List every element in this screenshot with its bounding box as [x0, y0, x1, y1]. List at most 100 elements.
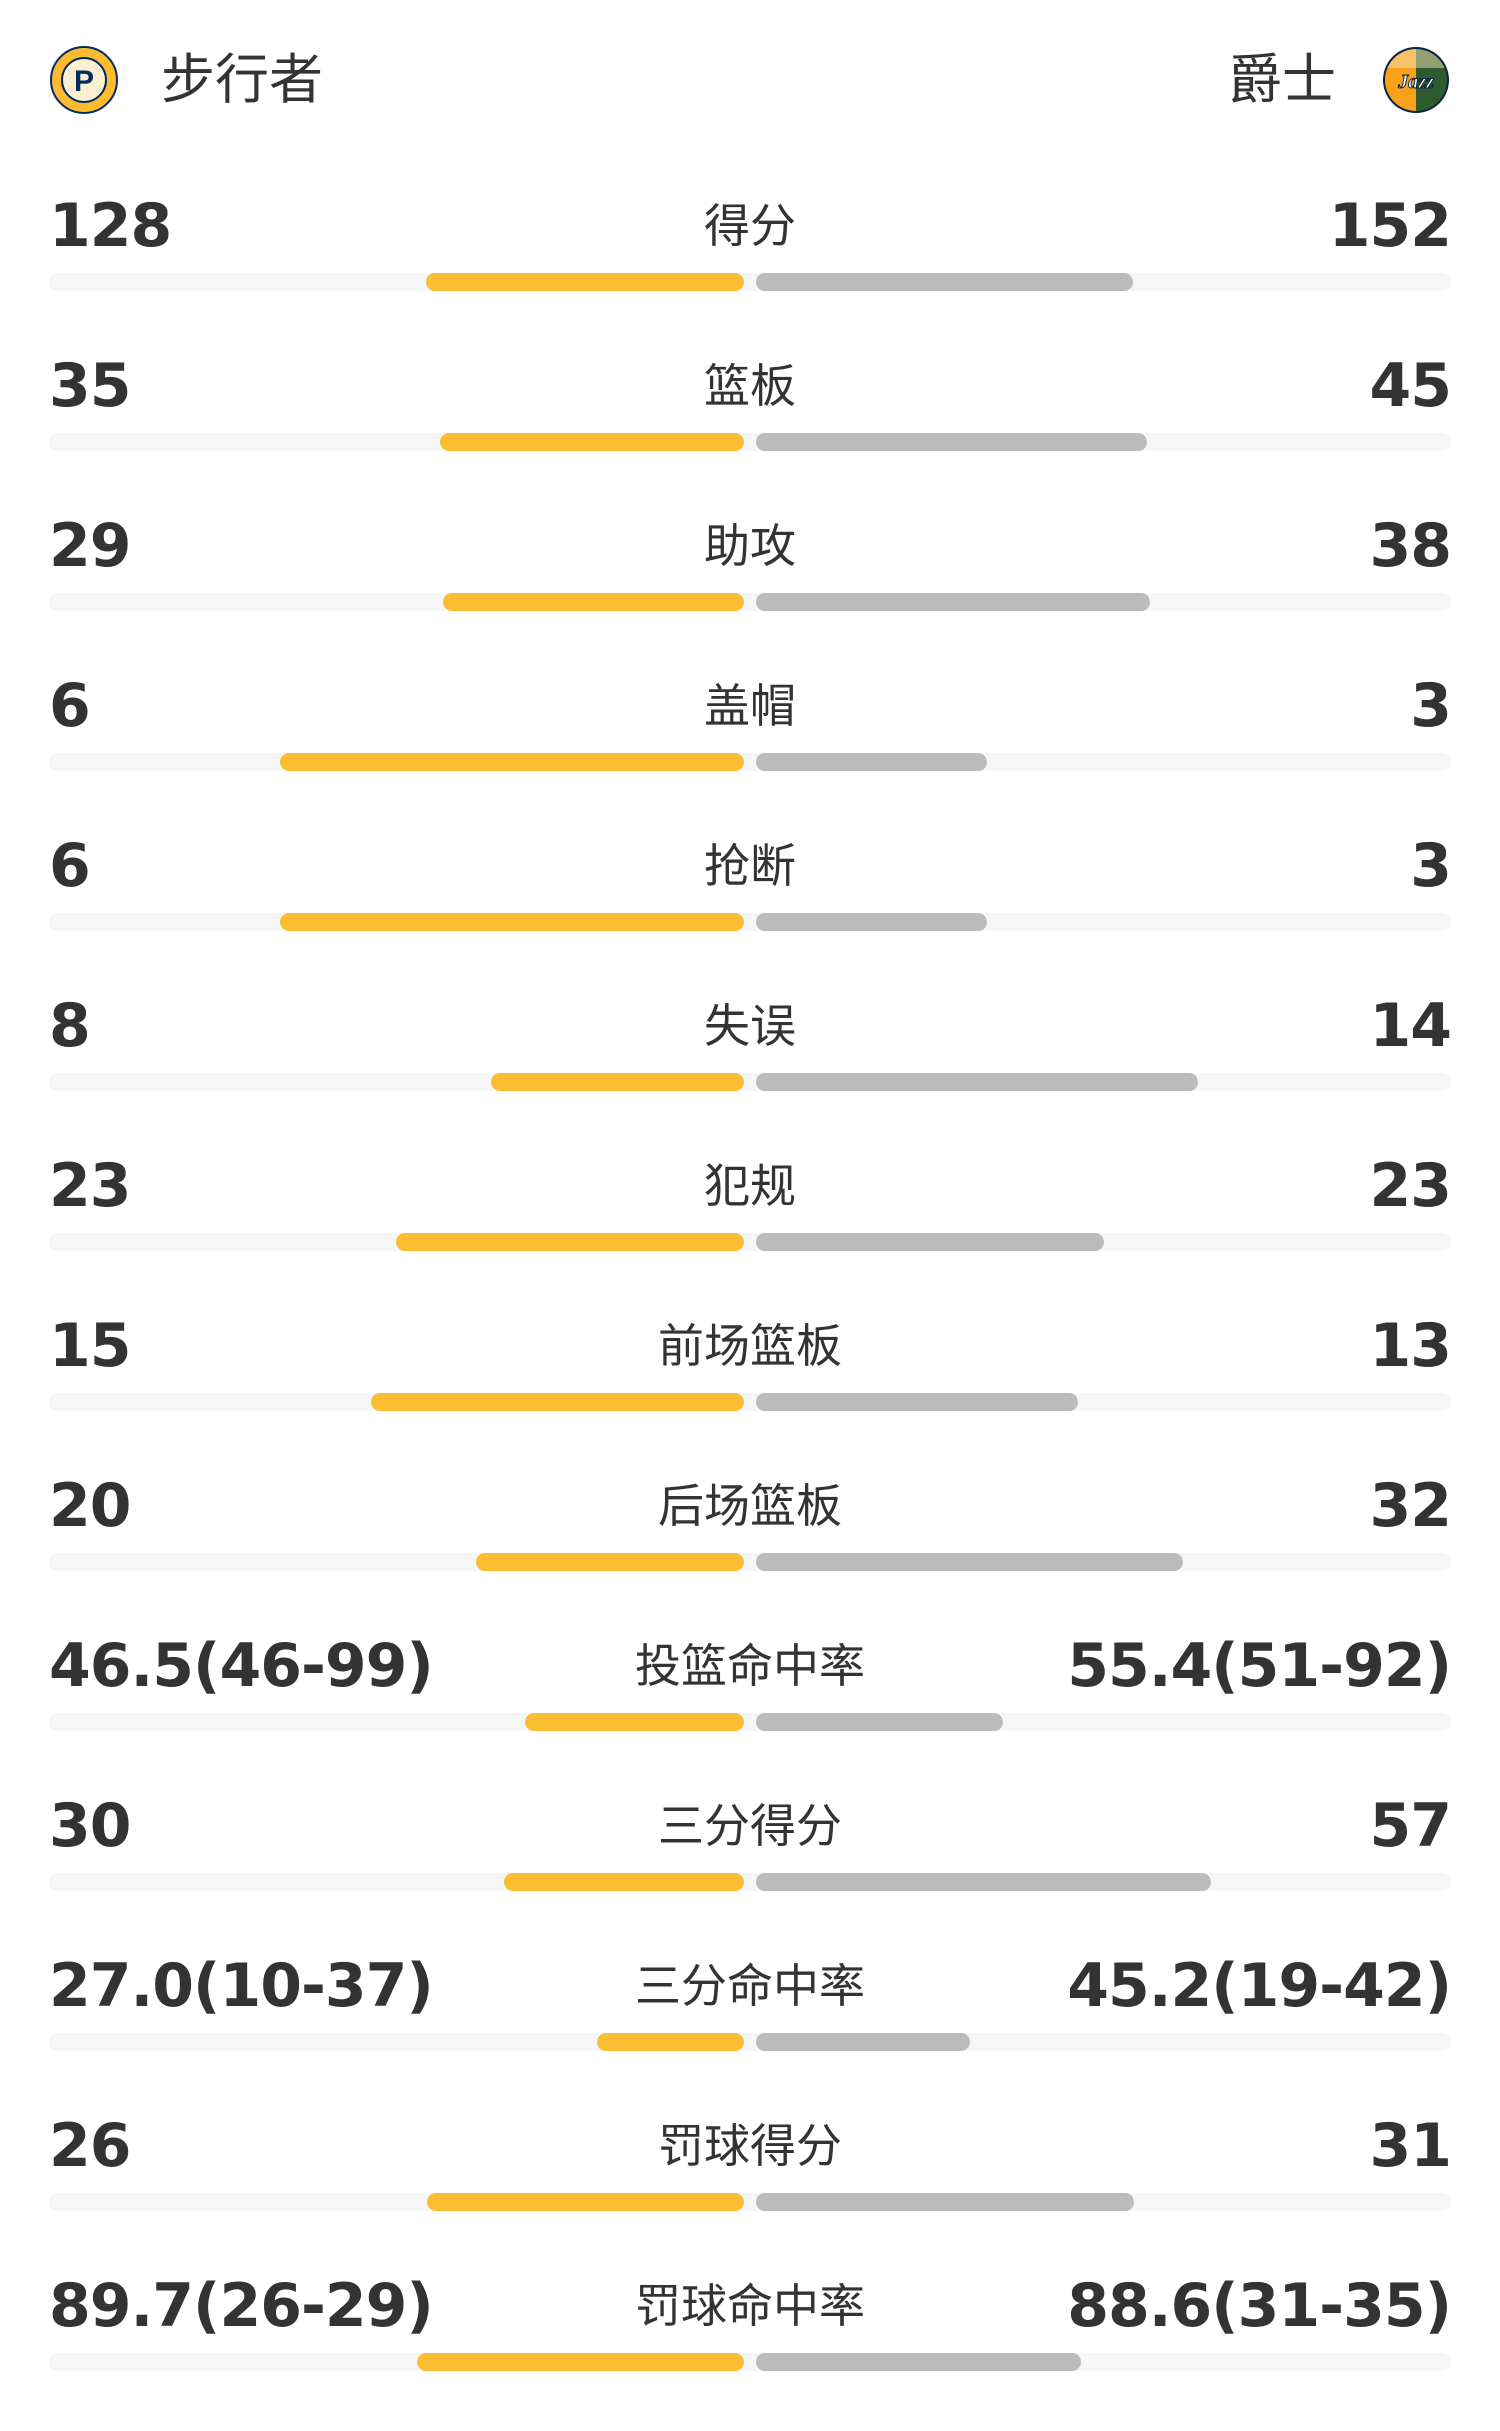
home-stat-bar — [440, 433, 744, 451]
home-stat-value: 20 — [49, 1471, 131, 1541]
stat-row: 6 抢断 3 — [0, 831, 1500, 991]
home-stat-value: 128 — [49, 191, 172, 261]
stat-row: 35 篮板 45 — [0, 351, 1500, 511]
stat-bar-track — [49, 1713, 1451, 1731]
away-stat-value: 152 — [1328, 191, 1452, 261]
away-stat-value: 31 — [1369, 2111, 1452, 2181]
stats-list: 128 得分 152 35 篮板 45 29 助攻 38 6 盖帽 3 6 抢断 3 8 失误 14 23 犯规 23 1… — [0, 191, 1500, 2431]
away-stat-bar — [756, 1713, 1003, 1731]
home-stat-value: 26 — [49, 2111, 131, 2181]
away-stat-value: 14 — [1369, 991, 1452, 1061]
stat-bar-track — [49, 1873, 1451, 1891]
away-stat-bar — [756, 1553, 1183, 1571]
stat-row: 29 助攻 38 — [0, 511, 1500, 671]
home-stat-bar — [443, 593, 744, 611]
stat-label: 投篮命中率 — [635, 1639, 865, 1693]
home-stat-bar — [476, 1553, 744, 1571]
away-stat-bar — [756, 753, 987, 771]
stat-bar-track — [49, 273, 1451, 291]
stat-row: 20 后场篮板 32 — [0, 1471, 1500, 1631]
stat-label: 三分命中率 — [635, 1959, 865, 2013]
home-stat-value: 15 — [49, 1311, 131, 1381]
jazz-logo: Jazz — [1383, 47, 1449, 113]
away-stat-value: 88.6(31-35) — [1067, 2271, 1452, 2341]
stat-label: 盖帽 — [704, 679, 796, 733]
stat-label: 助攻 — [704, 519, 796, 573]
away-stat-bar — [756, 913, 987, 931]
stat-row: 128 得分 152 — [0, 191, 1500, 351]
stat-bar-track — [49, 1393, 1451, 1411]
away-stat-value: 13 — [1369, 1311, 1452, 1381]
stat-label: 失误 — [704, 999, 796, 1053]
stat-bar-track — [49, 1553, 1451, 1571]
away-stat-bar — [756, 1393, 1078, 1411]
away-stat-value: 32 — [1369, 1471, 1452, 1541]
away-stat-value: 38 — [1369, 511, 1452, 581]
teams-header: P 步行者 爵士 Jazz — [0, 0, 1500, 160]
stat-row: 15 前场篮板 13 — [0, 1311, 1500, 1471]
home-stat-value: 46.5(46-99) — [49, 1631, 434, 1701]
home-stat-value: 30 — [49, 1791, 131, 1861]
away-stat-value: 3 — [1410, 831, 1452, 901]
stat-label: 篮板 — [704, 359, 796, 413]
stat-label: 三分得分 — [658, 1799, 842, 1853]
home-stat-value: 89.7(26-29) — [49, 2271, 434, 2341]
stat-label: 罚球命中率 — [635, 2279, 865, 2333]
svg-text:P: P — [74, 65, 94, 98]
stat-bar-track — [49, 2353, 1451, 2371]
home-stat-bar — [491, 1073, 744, 1091]
away-stat-value: 45 — [1369, 351, 1452, 421]
home-stat-bar — [417, 2353, 744, 2371]
home-stat-bar — [396, 1233, 744, 1251]
away-stat-value: 3 — [1410, 671, 1452, 741]
stat-bar-track — [49, 1233, 1451, 1251]
stat-bar-track — [49, 2193, 1451, 2211]
away-stat-bar — [756, 433, 1147, 451]
away-stat-bar — [756, 1233, 1104, 1251]
away-stat-bar — [756, 2353, 1081, 2371]
home-stat-bar — [597, 2033, 744, 2051]
stat-label: 后场篮板 — [658, 1479, 842, 1533]
pacers-logo: P — [50, 46, 118, 114]
home-team-name: 步行者 — [161, 48, 323, 111]
away-team-name: 爵士 — [1228, 48, 1336, 111]
home-stat-value: 27.0(10-37) — [49, 1951, 434, 2021]
home-stat-bar — [427, 2193, 744, 2211]
stat-bar-track — [49, 753, 1451, 771]
home-stat-bar — [426, 273, 744, 291]
stat-row: 8 失误 14 — [0, 991, 1500, 1151]
stat-label: 罚球得分 — [658, 2119, 842, 2173]
home-stat-value: 35 — [49, 351, 131, 421]
away-stat-bar — [756, 1073, 1198, 1091]
home-stat-bar — [371, 1393, 744, 1411]
home-stat-value: 29 — [49, 511, 131, 581]
home-stat-value: 6 — [49, 831, 91, 901]
away-stat-bar — [756, 2193, 1134, 2211]
stat-label: 得分 — [704, 199, 796, 253]
away-stat-value: 23 — [1369, 1151, 1452, 1221]
stat-row: 27.0(10-37) 三分命中率 45.2(19-42) — [0, 1951, 1500, 2111]
home-stat-value: 8 — [49, 991, 91, 1061]
home-stat-bar — [525, 1713, 744, 1731]
away-stat-value: 55.4(51-92) — [1067, 1631, 1452, 1701]
stat-row: 46.5(46-99) 投篮命中率 55.4(51-92) — [0, 1631, 1500, 1791]
svg-text:Jazz: Jazz — [1397, 71, 1434, 93]
home-stat-bar — [504, 1873, 744, 1891]
stat-row: 23 犯规 23 — [0, 1151, 1500, 1311]
stat-bar-track — [49, 2033, 1451, 2051]
stat-bar-track — [49, 1073, 1451, 1091]
home-stat-value: 23 — [49, 1151, 131, 1221]
stat-row: 26 罚球得分 31 — [0, 2111, 1500, 2271]
stat-label: 抢断 — [704, 839, 796, 893]
away-stat-bar — [756, 273, 1133, 291]
stat-label: 犯规 — [704, 1159, 796, 1213]
away-stat-value: 45.2(19-42) — [1067, 1951, 1452, 2021]
stat-row: 6 盖帽 3 — [0, 671, 1500, 831]
away-stat-bar — [756, 1873, 1211, 1891]
stat-row: 30 三分得分 57 — [0, 1791, 1500, 1951]
away-stat-bar — [756, 593, 1150, 611]
home-stat-value: 6 — [49, 671, 91, 741]
away-stat-bar — [756, 2033, 970, 2051]
home-stat-bar — [280, 753, 744, 771]
stat-bar-track — [49, 433, 1451, 451]
